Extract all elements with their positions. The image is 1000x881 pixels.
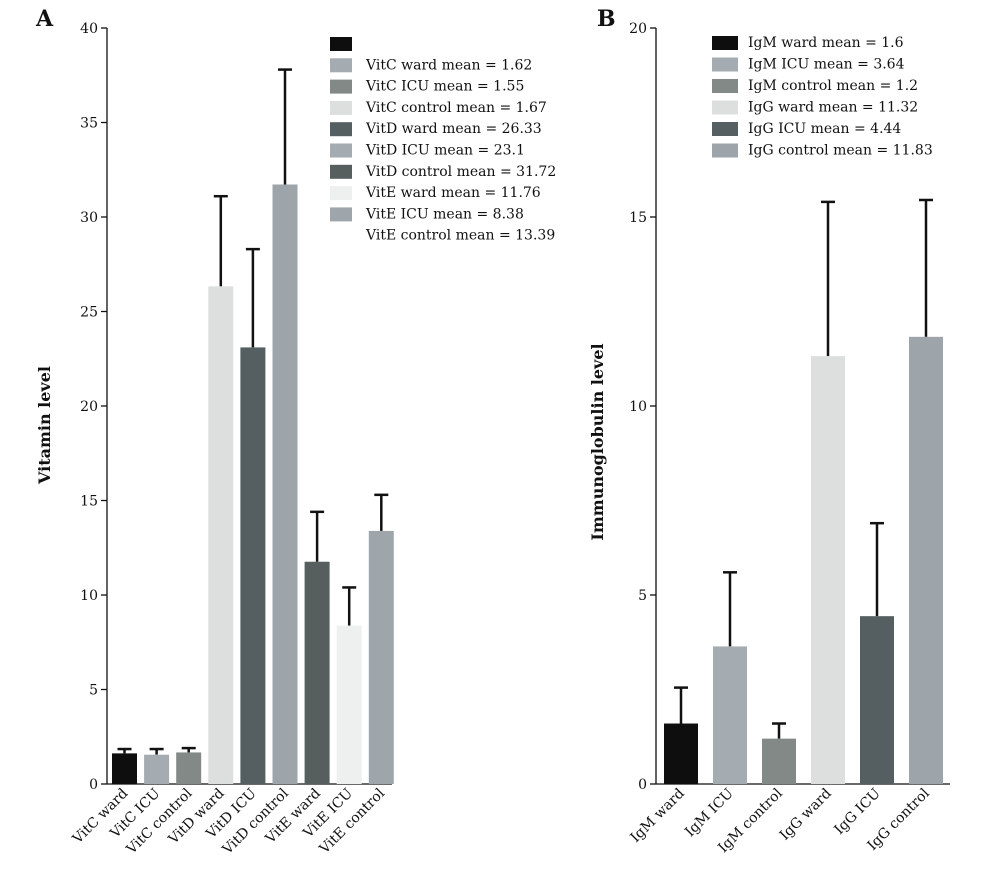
panel-b-legend-label: IgG ward mean = 11.32 (748, 100, 918, 116)
panel-a-legend: VitC ward mean = 1.62 VitC ICU mean = 1.5… (330, 37, 556, 244)
panel-b-y-tick-label: 5 (638, 588, 647, 604)
panel-a-bar (112, 753, 137, 784)
panel-a-y-tick-label: 30 (80, 210, 98, 226)
panel-a-bar (144, 754, 170, 784)
panel-a-bar (336, 625, 362, 784)
panel-b-bar (664, 723, 698, 784)
panel-a-y-tick-label: 40 (80, 21, 98, 37)
panel-b-legend-swatch (712, 122, 738, 136)
panel-a: A Vitamin level 0 5 10 15 20 25 30 35 40 VitC wa… (35, 6, 556, 858)
panel-a-legend-swatch (330, 143, 352, 158)
panel-a-legend-swatch (330, 100, 352, 115)
panel-b-legend-swatch (712, 143, 738, 158)
panel-a-y-tick-label: 15 (80, 494, 98, 510)
panel-b-legend-label: IgG ICU mean = 4.44 (748, 121, 901, 137)
panel-b-bar (762, 738, 796, 784)
panel-b-category-label: IgG ward (777, 785, 835, 843)
panel-b-legend: IgM ward mean = 1.6 IgM ICU mean = 3.64 Ig… (712, 35, 933, 159)
panel-b-legend-label: IgM control mean = 1.2 (748, 78, 918, 94)
panel-b: B Immunoglobulin level 0 5 10 15 20 IgM ward… (588, 6, 950, 856)
panel-a-y-tick-label: 5 (89, 683, 98, 699)
panel-b-legend-label: IgG control mean = 11.83 (748, 143, 933, 159)
panel-b-y-tick-label: 20 (629, 21, 647, 37)
panel-b-bar (909, 336, 943, 784)
panel-b-legend-label: IgM ICU mean = 3.64 (748, 57, 905, 73)
panel-a-legend-label: VitD ward mean = 26.33 (365, 121, 542, 137)
panel-a-bar (240, 347, 266, 784)
panel-b-bar (713, 646, 747, 784)
panel-a-bar (272, 184, 298, 784)
panel-a-legend-swatch (330, 207, 352, 222)
panel-a-legend-label: VitC ICU mean = 1.55 (365, 79, 524, 95)
panel-a-axes: 0 5 10 15 20 25 30 35 40 (80, 21, 392, 793)
panel-b-letter: B (597, 6, 616, 32)
panel-b-bar (811, 356, 845, 784)
panel-a-bar (208, 286, 234, 784)
panel-a-legend-swatch (330, 37, 352, 51)
panel-a-letter: A (35, 6, 54, 32)
panel-a-legend-swatch (330, 164, 352, 179)
panel-a-legend-label: VitC control mean = 1.67 (365, 100, 547, 116)
panel-a-legend-swatch (330, 186, 352, 201)
panel-a-bar (176, 752, 202, 784)
panel-a-legend-label: VitD ICU mean = 23.1 (365, 143, 525, 159)
panel-b-legend-swatch (712, 57, 738, 72)
panel-b-y-axis-label: Immunoglobulin level (588, 343, 607, 540)
panel-a-legend-swatch (330, 79, 352, 94)
panel-a-legend-swatch (330, 58, 352, 73)
panel-a-y-tick-label: 35 (80, 116, 98, 132)
panel-b-y-tick-label: 15 (629, 210, 647, 226)
panel-b-axes: 0 5 10 15 20 (629, 21, 950, 793)
panel-a-bar (368, 530, 394, 784)
panel-a-legend-label: VitE ICU mean = 8.38 (365, 206, 524, 222)
panel-b-category-label: IgM ward (628, 785, 688, 845)
panel-a-legend-label: VitE control mean = 13.39 (365, 228, 555, 244)
panel-b-legend-swatch (712, 100, 738, 115)
panel-b-bar (860, 616, 894, 784)
panel-b-y-tick-label: 10 (629, 399, 647, 415)
panel-b-legend-swatch (712, 36, 738, 50)
panel-a-legend-swatch (330, 122, 352, 137)
panel-a-y-tick-label: 20 (80, 399, 98, 415)
panel-a-y-tick-label: 10 (80, 588, 98, 604)
panel-a-y-tick-label: 0 (89, 777, 98, 793)
panel-a-legend-label: VitC ward mean = 1.62 (365, 57, 532, 73)
panel-a-y-tick-label: 25 (80, 305, 98, 321)
panel-a-y-axis-label: Vitamin level (35, 366, 54, 485)
panel-a-legend-label: VitE ward mean = 11.76 (365, 185, 541, 201)
panel-b-legend-label: IgM ward mean = 1.6 (748, 35, 904, 51)
panel-b-y-tick-label: 0 (638, 777, 647, 793)
panel-a-legend-label: VitD control mean = 31.72 (365, 164, 556, 180)
panel-a-bar (304, 561, 330, 784)
panel-b-legend-swatch (712, 79, 738, 93)
